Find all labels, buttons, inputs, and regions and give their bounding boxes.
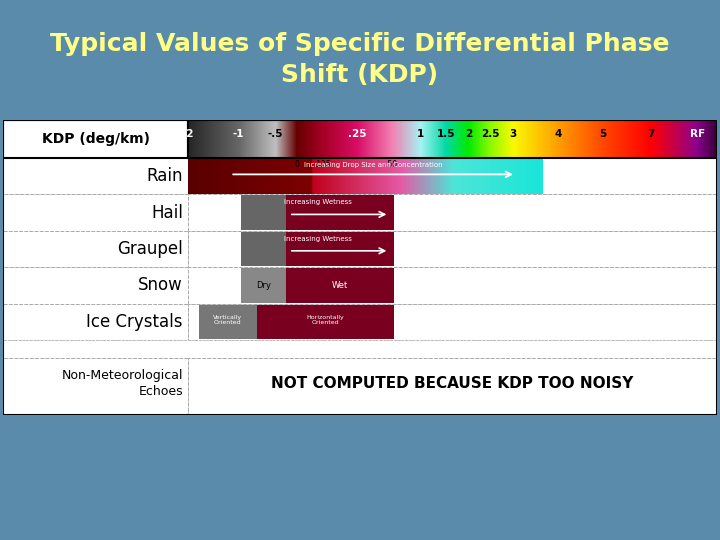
Bar [257,305,395,339]
Text: Vertically
Oriented: Vertically Oriented [213,315,242,326]
Text: Possibly Mixed DHail and Coating Hail: Possibly Mixed DHail and Coating Hail [567,162,686,167]
Bar [188,303,717,340]
Text: Increasing Wetness: Increasing Wetness [284,236,351,242]
Text: Wet: Wet [332,281,348,290]
Text: Rain: Rain [146,167,183,185]
Bar [3,303,188,340]
Bar [3,120,188,158]
Text: KDP (deg/km): KDP (deg/km) [42,132,150,146]
Text: 2.5: 2.5 [482,130,500,139]
Bar [241,195,286,230]
Bar [3,194,188,231]
Text: Non-Meteorological
Echoes: Non-Meteorological Echoes [61,369,183,398]
Bar [188,194,717,231]
Text: 2: 2 [464,130,472,139]
Text: Hail: Hail [151,204,183,221]
Text: Horizontally
Oriented: Horizontally Oriented [307,315,344,326]
Bar [286,195,395,230]
Text: Typical Values of Specific Differential Phase
Shift (KDP): Typical Values of Specific Differential … [50,32,670,87]
Text: 5: 5 [600,130,607,139]
Bar [188,267,717,303]
Text: NOT COMPUTED BECAUSE KDP TOO NOISY: NOT COMPUTED BECAUSE KDP TOO NOISY [271,376,634,391]
Bar [3,358,188,415]
Text: 1.5: 1.5 [437,130,456,139]
Text: 4: 4 [554,130,562,139]
Bar [286,268,395,302]
Text: Graupel: Graupel [117,240,183,258]
Bar [241,232,286,266]
Text: Increasing Drop Size and Concentration: Increasing Drop Size and Concentration [304,161,443,167]
Text: .50: .50 [386,160,397,169]
Text: 1: 1 [417,130,424,139]
Bar [199,305,257,339]
Bar [188,358,717,415]
Bar [286,232,395,266]
Text: 0: 0 [294,160,299,169]
Text: 3: 3 [510,130,517,139]
Text: Ice Crystals: Ice Crystals [86,313,183,331]
Text: 7: 7 [647,130,654,139]
Bar [188,158,717,194]
Bar [3,340,717,358]
Bar [3,267,188,303]
Text: .25: .25 [348,130,366,139]
Bar [188,120,717,158]
Bar [188,231,717,267]
Bar [3,231,188,267]
Text: Dry: Dry [256,281,271,290]
Text: Increasing Wetness: Increasing Wetness [284,199,351,205]
Bar [241,268,286,302]
Text: -2: -2 [182,130,194,139]
Text: RF: RF [690,130,705,139]
Bar [3,158,188,194]
Text: .125: .125 [315,160,331,169]
Text: -1: -1 [233,130,244,139]
Text: Snow: Snow [138,276,183,294]
Text: -.5: -.5 [268,130,283,139]
